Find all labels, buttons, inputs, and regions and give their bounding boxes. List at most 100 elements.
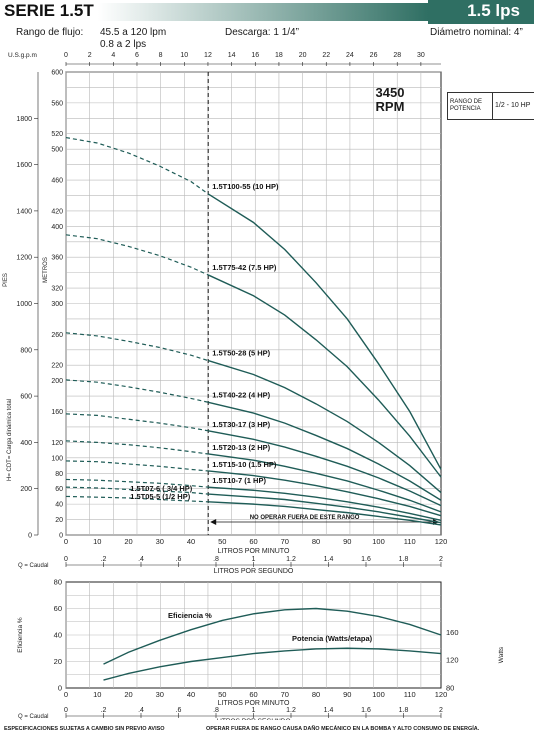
flow-rating: 1.5 lps [467,1,520,20]
watts-axis-title: Watts [498,646,505,663]
lpm-tick-label: 20 [124,537,132,546]
lps-tick-label: .8 [213,556,219,563]
pump-curve-dashed [65,486,209,495]
rango-lps: 0.8 a 2 lps [100,39,147,50]
feet-axis-title: PIES [3,273,9,287]
efficiency-lpm-tick-label: 90 [343,690,351,699]
feet-tick-label: 1000 [16,301,32,308]
pump-curve-dashed [65,460,209,472]
diametro-info: Diámetro nominal: 4” [430,27,523,38]
rango-label: Rango de flujo: [16,27,84,38]
pump-curve-dashed [65,495,209,503]
efficiency-lpm-tick-label: 20 [124,690,132,699]
gpm-tick-label: 30 [417,52,425,59]
lps-tick-label: 0 [64,556,68,563]
efficiency-curve-label: Eficiencia % [168,611,212,620]
pump-curve [208,430,442,507]
gpm-tick-label: 16 [251,52,259,59]
efficiency-lpm-tick-label: 40 [187,690,195,699]
metres-tick-label: 560 [51,100,63,107]
lps-tick-label: 1 [252,556,256,563]
efficiency-curve [103,607,442,665]
efficiency-lpm-tick-label: 120 [435,690,448,699]
pump-curve-dashed [65,332,209,362]
rango-lpm: 45.5 a 120 lpm [100,27,167,38]
gpm-tick-label: 10 [180,52,188,59]
efficiency-lps-tick-label: 2 [439,707,443,714]
gpm-tick-label: 6 [135,52,139,59]
lps-tick-label: .4 [138,556,144,563]
metres-tick-label: 300 [51,301,63,308]
pump-curve-label: 1.5T40-22 (4 HP) [212,390,270,399]
metres-tick-label: 200 [51,378,63,385]
lpm-tick-label: 100 [372,537,385,546]
lps-tick-label: 1.2 [286,556,296,563]
lps-tick-label: .2 [101,556,107,563]
lpm-tick-label: 10 [93,537,101,546]
metres-tick-label: 80 [55,471,63,478]
metres-tick-label: 220 [51,363,63,370]
feet-tick-label: 1200 [16,255,32,262]
pump-curve-label: 1.5T07-6 ( 3/4 HP) [130,484,193,493]
lps-tick-label: 2 [439,556,443,563]
gpm-tick-label: 2 [88,52,92,59]
efficiency-lpm-axis-title: LITROS POR MINUTO [218,700,290,707]
efficiency-lpm-tick-label: 80 [312,690,320,699]
feet-tick-label: 800 [20,347,32,354]
lpm-tick-label: 0 [64,537,68,546]
potencia-value: 1/2 - 10 HP [495,102,531,109]
pump-curve [208,501,442,526]
rpm-value: 3450 [375,85,405,100]
lpm-tick-label: 70 [281,537,289,546]
metres-tick-label: 500 [51,147,63,154]
efficiency-lpm-tick-label: 100 [372,690,385,699]
efficiency-axis-title: Eficiencia % [17,617,24,653]
pump-curve-label: 1.5T20-13 (2 HP) [212,443,270,452]
metres-tick-label: 320 [51,286,63,293]
efficiency-lpm-tick-label: 70 [281,690,289,699]
gpm-tick-label: 0 [64,52,68,59]
pump-curve-label: 1.5T10-7 (1 HP) [212,476,266,485]
pump-curve [208,493,442,524]
metres-tick-label: 360 [51,255,63,262]
efficiency-lps-axis-title: LITROS POR SEGUNDO [216,718,290,720]
efficiency-lpm-tick-label: 110 [404,690,416,699]
efficiency-lpm-tick-label: 50 [218,690,226,699]
lpm-axis-title: LITROS POR MINUTO [218,548,290,555]
watts-tick-label: 80 [446,684,454,693]
caudal-label: Q = Caudal [18,563,49,569]
efficiency-tick-label: 40 [54,631,62,640]
footer-warning: OPERAR FUERA DE RANGO CAUSA DAÑO MECÁNIC… [206,726,480,732]
metres-tick-label: 60 [55,486,63,493]
watts-tick-label: 160 [446,628,459,637]
pump-curve-dashed [65,137,209,195]
efficiency-lps-tick-label: 1.4 [324,707,334,714]
efficiency-lps-tick-label: .4 [138,707,144,714]
lpm-tick-label: 120 [435,537,448,546]
metres-tick-label: 400 [51,224,63,231]
pump-curve-label: 1.5T50-28 (5 HP) [212,349,270,358]
efficiency-curve [103,647,442,681]
efficiency-lpm-tick-label: 60 [249,690,257,699]
pump-curve [207,193,442,470]
efficiency-lpm-tick-label: 30 [156,690,164,699]
efficiency-lps-tick-label: 1.8 [399,707,409,714]
metres-tick-label: 600 [51,70,63,77]
pump-curve [208,453,442,513]
lps-tick-label: 1.6 [361,556,371,563]
pump-curve [207,274,442,478]
metres-tick-label: 460 [51,178,63,185]
feet-tick-label: 600 [20,394,32,401]
efficiency-lpm-tick-label: 0 [64,690,68,699]
efficiency-caudal-label: Q = Caudal [18,714,49,720]
gpm-tick-label: 22 [322,52,330,59]
lps-tick-label: 1.4 [324,556,334,563]
series-title: SERIE 1.5T [4,1,94,20]
lpm-tick-label: 50 [218,537,226,546]
pump-curve-dashed [65,478,209,488]
pump-curve-label: 1.5T100-55 (10 HP) [212,182,279,191]
efficiency-lps-tick-label: 1 [252,707,256,714]
feet-tick-label: 1400 [16,208,32,215]
gpm-tick-label: 24 [346,52,354,59]
efficiency-lpm-tick-label: 10 [93,690,101,699]
